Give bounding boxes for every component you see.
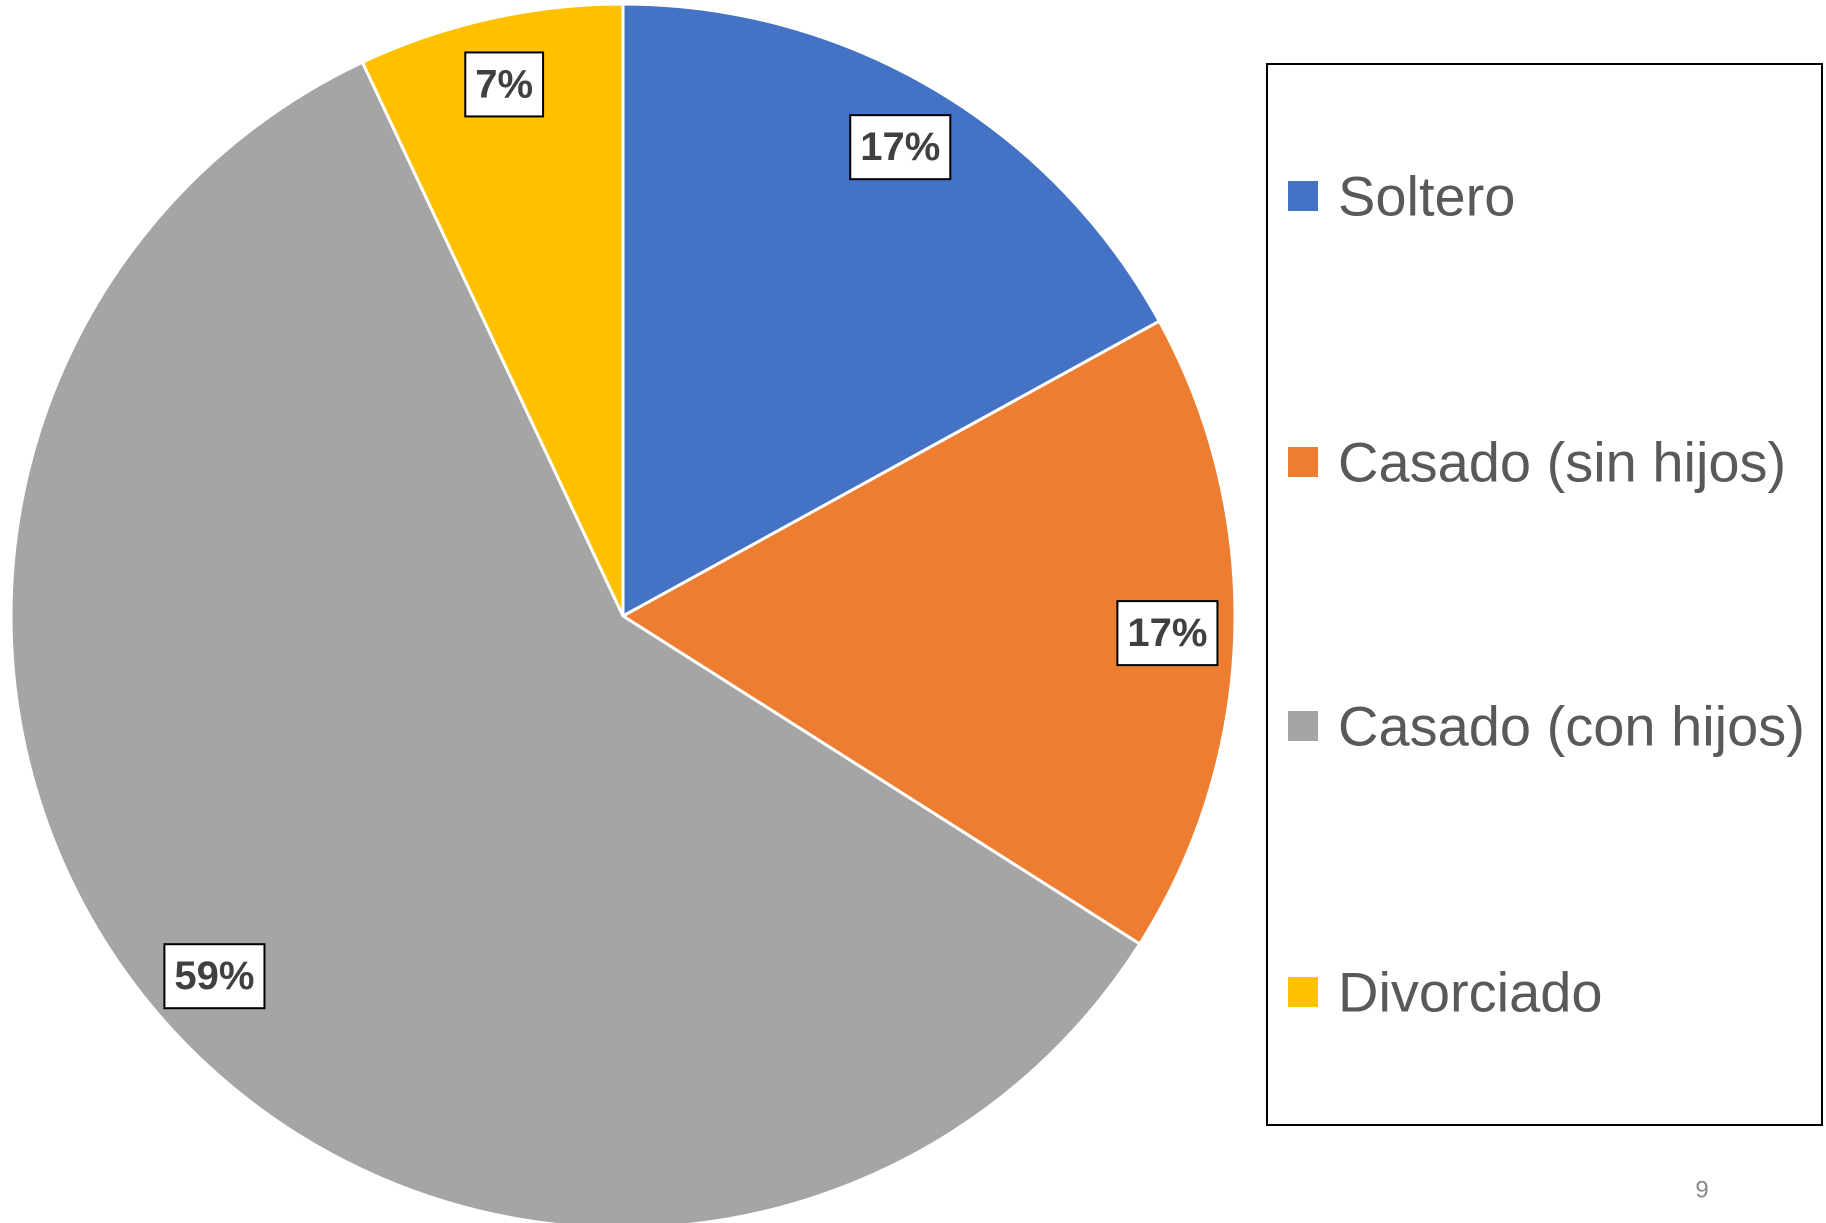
legend-label: Soltero (1338, 165, 1515, 228)
pie-slice (360, 2, 625, 617)
legend-swatch (1288, 447, 1318, 477)
data-label-box (163, 943, 266, 1010)
pie-slice (621, 2, 1162, 619)
pie-slice (9, 60, 1142, 1223)
legend-label: Casado (con hijos) (1338, 695, 1805, 758)
data-label-box (849, 114, 952, 181)
data-label-box (1116, 600, 1219, 667)
data-label: 17% (1127, 611, 1207, 655)
legend-box (1266, 63, 1823, 1126)
pie-slice (620, 319, 1237, 946)
data-label: 17% (860, 125, 940, 169)
legend-label: Casado (sin hijos) (1338, 431, 1786, 494)
data-label: 7% (475, 62, 533, 106)
data-label-box (464, 51, 545, 118)
data-label: 59% (174, 954, 254, 998)
legend-swatch (1288, 977, 1318, 1007)
legend-swatch (1288, 181, 1318, 211)
legend-swatch (1288, 711, 1318, 741)
legend-label: Divorciado (1338, 961, 1603, 1024)
page-number: 9 (1695, 1177, 1708, 1204)
